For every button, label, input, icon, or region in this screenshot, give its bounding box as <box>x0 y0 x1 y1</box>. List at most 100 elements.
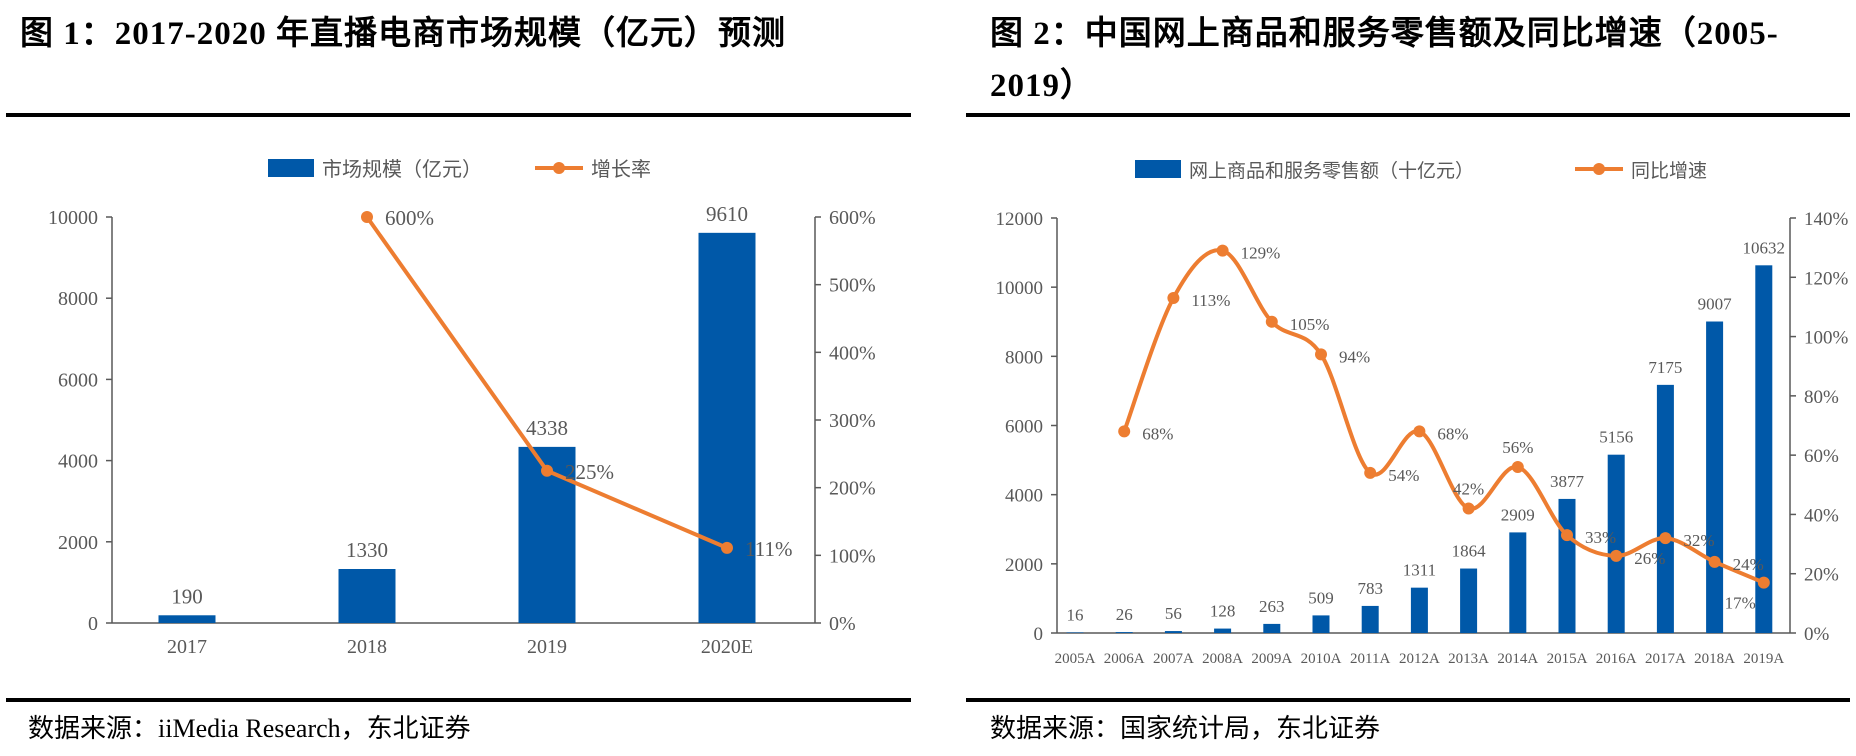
chart1-bar <box>338 569 396 623</box>
chart1-right-tick-label: 500% <box>829 275 876 297</box>
chart2-line-label: 42% <box>1453 480 1484 499</box>
chart2-category-label: 2005A <box>1055 651 1096 667</box>
chart1-bar-label: 9610 <box>706 202 748 226</box>
chart2-legend-bar-swatch <box>1135 160 1181 178</box>
chart2-right-tick-label: 80% <box>1804 387 1839 408</box>
chart1-category-label: 2018 <box>347 636 387 658</box>
chart2-right-tick-label: 100% <box>1804 328 1849 349</box>
chart1-category-label: 2019 <box>527 636 567 658</box>
chart2-category-label: 2014A <box>1497 651 1538 667</box>
figure1-source: 数据来源：iiMedia Research，东北证券 <box>28 714 471 743</box>
chart2-line-point <box>1659 532 1672 545</box>
chart2-right-tick-label: 0% <box>1804 624 1830 645</box>
chart1-line-point <box>721 541 733 554</box>
chart2-line-point <box>1265 315 1278 328</box>
chart2-category-label: 2013A <box>1448 651 1489 667</box>
chart1-category-label: 2020E <box>701 636 753 658</box>
chart2-category-label: 2008A <box>1202 651 1243 667</box>
chart1-legend-bar-label: 市场规模（亿元） <box>322 158 482 181</box>
chart2-left-tick-label: 8000 <box>1005 347 1043 368</box>
chart2-legend-bar-label: 网上商品和服务零售额（十亿元） <box>1189 160 1474 182</box>
chart2-left-tick-label: 10000 <box>996 278 1044 299</box>
chart1-line-label: 600% <box>385 206 434 230</box>
chart2-bar-label: 509 <box>1308 588 1334 607</box>
chart2-line-point <box>1216 244 1229 257</box>
chart1-legend-line-label: 增长率 <box>591 158 651 181</box>
chart2-bar <box>1607 454 1625 633</box>
chart2-bar <box>1066 632 1084 633</box>
chart2-right-tick-label: 120% <box>1804 268 1849 289</box>
chart2-bar-label: 5156 <box>1599 428 1633 447</box>
chart2-right-tick-label: 60% <box>1804 446 1839 467</box>
chart2-line-label: 94% <box>1339 347 1370 366</box>
chart1-right-tick-label: 300% <box>829 410 876 432</box>
chart1-line-point <box>541 464 553 477</box>
chart1-right-tick-label: 400% <box>829 342 876 364</box>
chart2-line-point <box>1315 348 1327 361</box>
chart2-category-label: 2007A <box>1153 651 1194 667</box>
chart2-bar <box>1558 498 1576 633</box>
chart1-legend-bar-swatch <box>268 159 314 177</box>
chart1-bar <box>158 615 216 623</box>
chart1-left-tick-label: 0 <box>88 613 98 635</box>
chart2-bar <box>1361 605 1379 633</box>
chart2-line-label: 54% <box>1388 466 1419 485</box>
chart1-bar-label: 4338 <box>526 416 568 440</box>
chart2-category-label: 2015A <box>1547 651 1588 667</box>
chart2-bar <box>1755 265 1773 633</box>
chart2-line-label: 113% <box>1191 291 1230 310</box>
chart2-bar <box>1656 384 1674 633</box>
chart2-line-label: 32% <box>1683 531 1714 550</box>
chart1-line-label: 225% <box>565 460 614 484</box>
chart2-bar-label: 263 <box>1259 597 1285 616</box>
chart2-left-tick-label: 12000 <box>996 209 1044 230</box>
chart1-right-tick-label: 0% <box>829 613 856 635</box>
chart2-line-label: 26% <box>1634 549 1665 568</box>
chart2-right-tick-label: 20% <box>1804 565 1839 586</box>
chart2-legend-line-marker <box>1593 163 1605 175</box>
chart1-bar-label: 1330 <box>346 538 388 562</box>
chart1-line-point <box>361 211 373 223</box>
chart2-bar <box>1410 587 1428 633</box>
chart2-bar <box>1214 628 1232 633</box>
chart2-category-label: 2011A <box>1350 651 1390 667</box>
chart2-line-point <box>1413 425 1426 438</box>
chart2-line-point <box>1610 549 1623 562</box>
chart2-bar-label: 56 <box>1165 604 1182 623</box>
chart1-left-tick-label: 2000 <box>58 532 98 554</box>
chart2-line-point <box>1561 529 1573 542</box>
chart2-line-label: 56% <box>1502 438 1533 457</box>
chart2-line-point <box>1462 502 1475 515</box>
chart1-left-tick-label: 8000 <box>58 288 98 310</box>
chart2-bar-label: 1311 <box>1403 561 1436 580</box>
chart2-bar-label: 2909 <box>1501 505 1535 524</box>
figure2-source-rule <box>966 698 1850 702</box>
chart2-line-label: 24% <box>1733 555 1764 574</box>
chart2-bar <box>1460 568 1478 633</box>
chart2-bar <box>1115 632 1133 633</box>
chart2-bar <box>1263 623 1281 633</box>
chart1-bar <box>698 232 756 624</box>
chart2-left-tick-label: 4000 <box>1005 486 1043 507</box>
chart2-line-point <box>1364 466 1377 479</box>
chart2-bar-label: 9007 <box>1698 295 1733 314</box>
figure1-title-rule <box>6 113 911 117</box>
chart2-line-point <box>1757 576 1770 589</box>
chart2-line-label: 17% <box>1725 594 1756 613</box>
figure2-source: 数据来源：国家统计局，东北证券 <box>990 714 1381 743</box>
chart1-left-tick-label: 6000 <box>58 369 98 391</box>
figure2-title: 图 2：中国网上商品和服务零售额及同比增速（2005-2019） <box>990 16 1779 104</box>
chart2-line-point <box>1118 425 1131 438</box>
chart1-right-tick-label: 600% <box>829 207 876 229</box>
chart2-right-tick-label: 140% <box>1804 209 1849 230</box>
chart2-bar <box>1706 321 1724 633</box>
chart2-bar-label: 16 <box>1067 605 1084 624</box>
chart2-bar-label: 1864 <box>1452 542 1487 561</box>
chart2-line-point <box>1511 461 1524 473</box>
chart2-right-tick-label: 40% <box>1804 505 1839 526</box>
chart1-right-tick-label: 200% <box>829 478 876 500</box>
chart2-bar <box>1509 532 1527 633</box>
figure1-title: 图 1：2017-2020 年直播电商市场规模（亿元）预测 <box>20 16 786 52</box>
chart2-category-label: 2016A <box>1596 651 1637 667</box>
chart2-bar-label: 3877 <box>1550 472 1585 491</box>
